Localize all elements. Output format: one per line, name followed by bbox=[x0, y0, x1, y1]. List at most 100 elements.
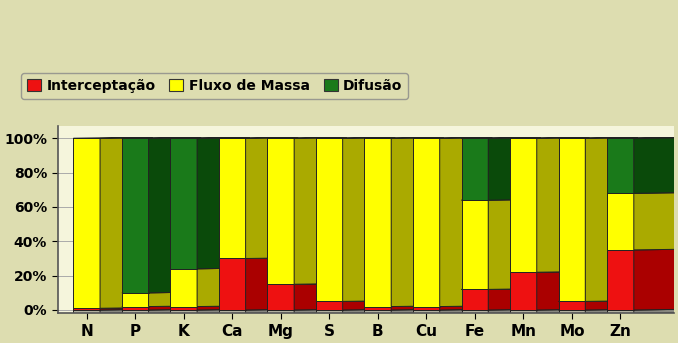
Bar bbox=[122, 310, 148, 314]
Polygon shape bbox=[391, 309, 443, 314]
Polygon shape bbox=[413, 306, 492, 307]
Bar bbox=[122, 138, 148, 293]
Bar bbox=[559, 301, 585, 310]
Polygon shape bbox=[170, 268, 250, 269]
Polygon shape bbox=[148, 309, 201, 314]
Polygon shape bbox=[219, 258, 298, 259]
Polygon shape bbox=[148, 292, 201, 307]
Bar bbox=[267, 138, 294, 284]
Bar bbox=[413, 307, 440, 310]
Bar bbox=[607, 310, 634, 314]
Bar bbox=[122, 293, 148, 307]
Polygon shape bbox=[440, 309, 492, 314]
Bar bbox=[219, 138, 245, 259]
Polygon shape bbox=[100, 308, 153, 310]
Polygon shape bbox=[607, 192, 678, 193]
Polygon shape bbox=[148, 306, 201, 310]
Bar bbox=[170, 310, 197, 314]
Bar bbox=[170, 269, 197, 307]
Polygon shape bbox=[100, 138, 153, 308]
Bar bbox=[607, 138, 634, 193]
Polygon shape bbox=[148, 138, 201, 293]
Bar bbox=[267, 284, 294, 310]
Polygon shape bbox=[197, 309, 250, 314]
Polygon shape bbox=[537, 309, 589, 314]
Polygon shape bbox=[365, 306, 443, 307]
Polygon shape bbox=[510, 309, 589, 310]
Polygon shape bbox=[170, 306, 250, 307]
Polygon shape bbox=[122, 309, 201, 310]
Polygon shape bbox=[342, 309, 395, 314]
Bar bbox=[559, 138, 585, 301]
Polygon shape bbox=[440, 138, 492, 307]
Polygon shape bbox=[462, 309, 540, 310]
Bar bbox=[316, 310, 342, 314]
Polygon shape bbox=[634, 249, 678, 310]
Polygon shape bbox=[585, 301, 638, 310]
Polygon shape bbox=[537, 138, 589, 272]
Polygon shape bbox=[391, 138, 443, 307]
Bar bbox=[365, 138, 391, 307]
Bar bbox=[219, 310, 245, 314]
Bar bbox=[316, 138, 342, 301]
Bar bbox=[267, 310, 294, 314]
Bar bbox=[462, 138, 488, 200]
Polygon shape bbox=[585, 138, 638, 301]
Polygon shape bbox=[342, 138, 395, 301]
Polygon shape bbox=[122, 306, 201, 307]
Polygon shape bbox=[294, 138, 346, 284]
Polygon shape bbox=[316, 309, 395, 310]
Bar bbox=[607, 193, 634, 250]
Polygon shape bbox=[559, 309, 638, 310]
Bar bbox=[170, 307, 197, 310]
Polygon shape bbox=[607, 249, 678, 250]
Bar bbox=[510, 272, 537, 310]
Bar bbox=[462, 289, 488, 310]
Bar bbox=[219, 259, 245, 310]
Polygon shape bbox=[413, 309, 492, 310]
Polygon shape bbox=[267, 309, 346, 310]
Polygon shape bbox=[510, 271, 589, 272]
Bar bbox=[462, 310, 488, 314]
Bar bbox=[462, 200, 488, 289]
Bar bbox=[365, 310, 391, 314]
Bar bbox=[316, 301, 342, 310]
Polygon shape bbox=[122, 292, 201, 293]
Polygon shape bbox=[245, 258, 298, 310]
Bar bbox=[607, 250, 634, 310]
Polygon shape bbox=[294, 309, 346, 314]
Polygon shape bbox=[197, 306, 250, 310]
Polygon shape bbox=[585, 309, 638, 314]
Polygon shape bbox=[440, 306, 492, 310]
Polygon shape bbox=[170, 309, 250, 310]
Polygon shape bbox=[634, 309, 678, 314]
Bar bbox=[413, 138, 440, 307]
Bar bbox=[510, 310, 537, 314]
Polygon shape bbox=[342, 301, 395, 310]
Polygon shape bbox=[100, 309, 153, 314]
Polygon shape bbox=[488, 138, 540, 200]
Bar bbox=[170, 138, 197, 269]
Polygon shape bbox=[607, 309, 678, 310]
Bar bbox=[122, 307, 148, 310]
Polygon shape bbox=[634, 192, 678, 250]
Bar bbox=[510, 138, 537, 272]
Polygon shape bbox=[488, 309, 540, 314]
Polygon shape bbox=[197, 268, 250, 307]
Legend: Interceptação, Fluxo de Massa, Difusão: Interceptação, Fluxo de Massa, Difusão bbox=[22, 73, 408, 98]
Polygon shape bbox=[245, 138, 298, 259]
Polygon shape bbox=[634, 138, 678, 193]
Bar bbox=[559, 310, 585, 314]
Bar bbox=[73, 138, 100, 308]
Bar bbox=[73, 310, 100, 314]
Polygon shape bbox=[219, 309, 298, 310]
Polygon shape bbox=[197, 138, 250, 269]
Polygon shape bbox=[462, 199, 540, 200]
Polygon shape bbox=[245, 309, 298, 314]
Bar bbox=[413, 310, 440, 314]
Polygon shape bbox=[537, 271, 589, 310]
Bar bbox=[365, 307, 391, 310]
Bar bbox=[73, 308, 100, 310]
Polygon shape bbox=[365, 309, 443, 310]
Polygon shape bbox=[294, 284, 346, 310]
